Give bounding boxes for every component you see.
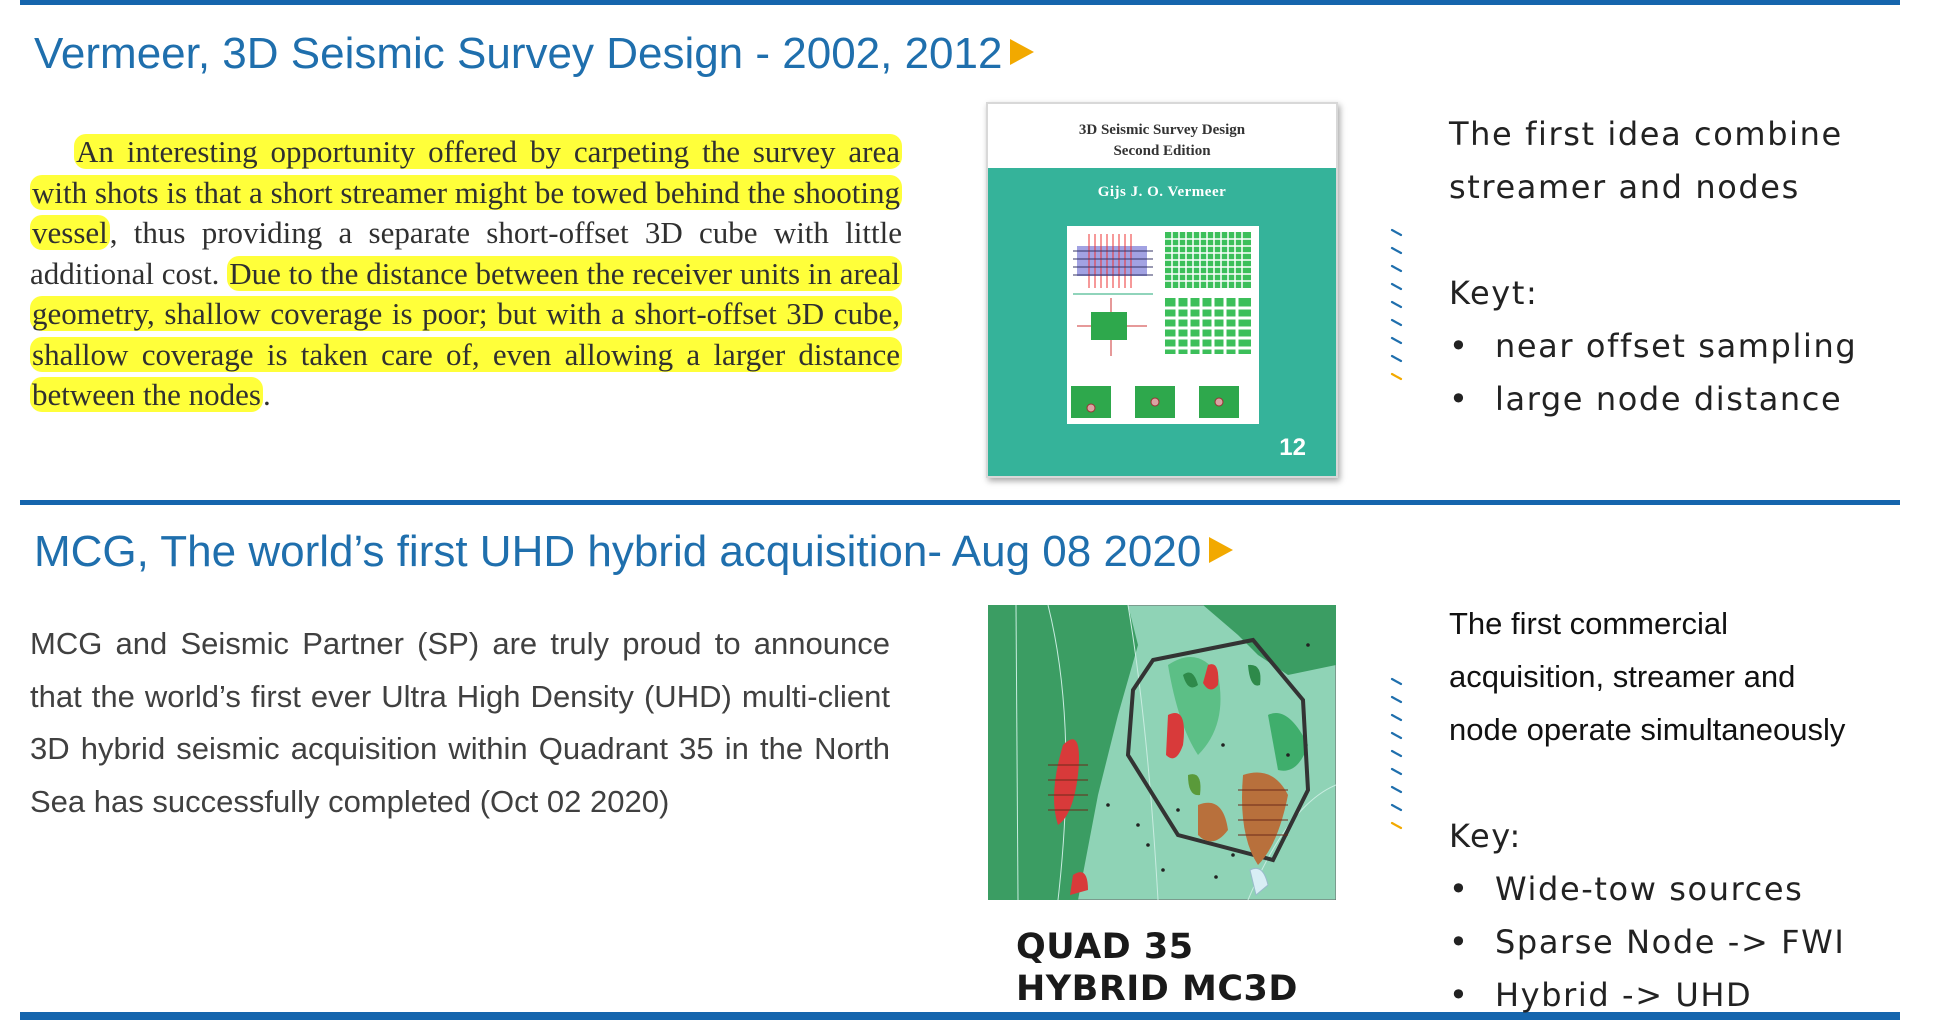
section1-title: Vermeer, 3D Seismic Survey Design - 2002… — [34, 29, 1035, 78]
section1-key-label: Keyt: — [1449, 274, 1539, 312]
dash-decoration-icon — [1390, 228, 1403, 381]
section1-bullet: • large node distance — [1449, 380, 1843, 418]
section2-side-line2: acquisition, streamer and — [1449, 659, 1796, 694]
play-arrow-icon — [1010, 39, 1035, 66]
map-caption-line2: HYBRID MC3D — [1016, 969, 1298, 1009]
survey-geometry-illustration — [1071, 232, 1251, 418]
section1-side-line2: streamer and nodes — [1449, 168, 1800, 206]
dash-decoration-icon — [1390, 677, 1403, 830]
mcg-announcement: MCG and Seismic Partner (SP) are truly p… — [30, 626, 890, 819]
middle-rule — [20, 500, 1900, 505]
play-arrow-icon — [1209, 537, 1234, 564]
book-title: 3D Seismic Survey Design — [1078, 122, 1246, 138]
section2-bullet: • Wide-tow sources — [1449, 870, 1804, 908]
section2-side-line1: The first commercial — [1449, 606, 1729, 641]
quote-plain-text: , thus providing a separate short-offset… — [30, 215, 902, 291]
section2-key-label: Key: — [1449, 817, 1522, 855]
section2-side-line3: node operate simultaneously — [1449, 712, 1846, 747]
book-edition: Second Edition — [1113, 143, 1211, 159]
section2-title: MCG, The world’s first UHD hybrid acquis… — [34, 527, 1234, 576]
book-series-number: 12 — [1279, 434, 1306, 461]
quad35-map — [988, 605, 1336, 900]
section2-bullet: • Hybrid -> UHD — [1449, 976, 1753, 1014]
section1-side-line1: The first idea combine — [1449, 115, 1843, 153]
book-title-block: 3D Seismic Survey Design Second Edition — [988, 104, 1336, 168]
map-caption-line1: QUAD 35 — [1016, 927, 1194, 967]
section1-title-text: Vermeer, 3D Seismic Survey Design - 2002… — [34, 29, 1003, 78]
section2-bullet: • Sparse Node -> FWI — [1449, 923, 1846, 961]
book-cover-illustration — [1067, 226, 1259, 424]
top-rule — [20, 0, 1900, 5]
bottom-rule — [20, 1012, 1900, 1020]
book-cover: 3D Seismic Survey Design Second Edition … — [986, 102, 1338, 478]
vermeer-quote: An interesting opportunity offered by ca… — [30, 132, 902, 416]
quote-end: . — [262, 377, 271, 412]
section1-bullet: • near offset sampling — [1449, 327, 1858, 365]
book-author: Gijs J. O. Vermeer — [1097, 184, 1227, 200]
section2-title-text: MCG, The world’s first UHD hybrid acquis… — [34, 527, 1202, 576]
